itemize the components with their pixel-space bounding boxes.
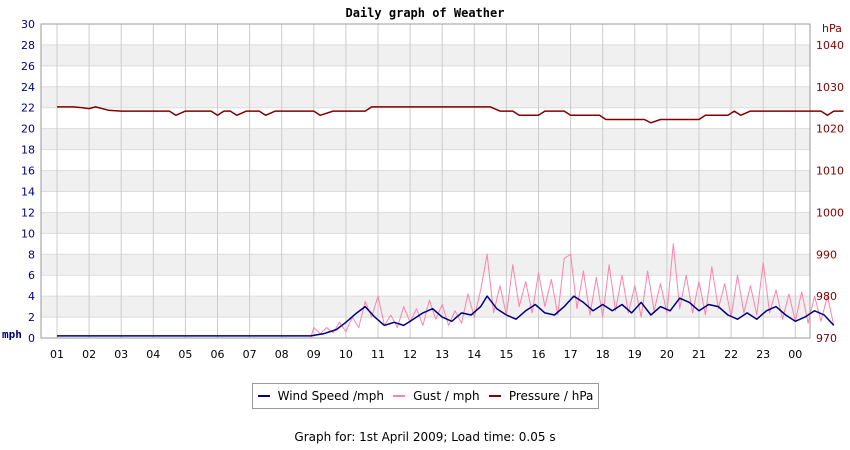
x-tick-label: 03 — [114, 348, 128, 361]
grid-band — [41, 296, 810, 318]
x-tick-label: 11 — [371, 348, 385, 361]
right-tick-label: 1040 — [816, 39, 844, 52]
grid-band — [41, 212, 810, 234]
x-tick-label: 22 — [724, 348, 738, 361]
x-tick-label: 13 — [435, 348, 449, 361]
x-tick-label: 17 — [564, 348, 578, 361]
left-tick-label: 10 — [21, 227, 35, 240]
plot-frame — [40, 23, 811, 339]
x-tick-label: 09 — [307, 348, 321, 361]
right-tick-label: 1000 — [816, 206, 844, 219]
x-tick-label: 04 — [146, 348, 160, 361]
left-axis-label: mph — [2, 328, 22, 341]
graph-footer: Graph for: 1st April 2009; Load time: 0.… — [294, 430, 556, 444]
x-tick-label: 00 — [788, 348, 802, 361]
x-tick-label: 18 — [596, 348, 610, 361]
right-axis-ticks: 970 980 990 1000 1010 1020 1030 1040 — [816, 39, 844, 345]
x-tick-label: 12 — [403, 348, 417, 361]
legend-swatch-pressure — [488, 395, 501, 397]
grid-band — [41, 128, 810, 150]
plot-series — [57, 106, 844, 339]
left-tick-label: 24 — [21, 81, 35, 94]
legend-swatch-gust — [393, 395, 406, 397]
left-tick-label: 2 — [28, 311, 35, 324]
x-axis-ticks: 01 02 03 04 05 06 07 08 09 10 11 12 13 14 15 16 17 18 19 20… — [50, 348, 802, 361]
left-tick-label: 26 — [21, 60, 35, 73]
legend-item-gust: Gust / mph — [393, 389, 480, 403]
x-tick-label: 21 — [692, 348, 706, 361]
legend-label-gust: Gust / mph — [413, 389, 480, 403]
left-tick-label: 8 — [28, 248, 35, 261]
grid-band — [41, 86, 810, 108]
grid-band — [41, 170, 810, 192]
left-tick-label: 14 — [21, 185, 35, 198]
pressure-line — [57, 106, 844, 124]
right-axis-label: hPa — [822, 22, 842, 35]
legend-label-wind: Wind Speed /mph — [277, 389, 384, 403]
x-tick-label: 06 — [211, 348, 225, 361]
plot-bands — [41, 44, 810, 318]
grid-band — [41, 44, 810, 66]
chart-legend: Wind Speed /mph Gust / mph Pressure / hP… — [252, 383, 599, 409]
legend-label-pressure: Pressure / hPa — [508, 389, 594, 403]
wind-speed-line — [57, 295, 835, 337]
left-tick-label: 30 — [21, 18, 35, 31]
x-tick-label: 19 — [628, 348, 642, 361]
x-tick-label: 08 — [275, 348, 289, 361]
x-tick-label: 07 — [243, 348, 257, 361]
right-tick-label: 1030 — [816, 81, 844, 94]
x-tick-label: 01 — [50, 348, 64, 361]
left-tick-label: 22 — [21, 102, 35, 115]
legend-swatch-wind — [257, 395, 270, 397]
x-tick-label: 23 — [756, 348, 770, 361]
left-tick-label: 4 — [28, 290, 35, 303]
legend-item-wind: Wind Speed /mph — [257, 389, 384, 403]
legend-item-pressure: Pressure / hPa — [488, 389, 594, 403]
left-tick-label: 0 — [28, 332, 35, 345]
x-tick-label: 14 — [467, 348, 481, 361]
chart-title: Daily graph of Weather — [346, 6, 505, 20]
x-tick-label: 16 — [532, 348, 546, 361]
left-tick-label: 16 — [21, 165, 35, 178]
x-tick-label: 20 — [660, 348, 674, 361]
left-tick-label: 6 — [28, 269, 35, 282]
right-tick-label: 980 — [816, 290, 837, 303]
x-tick-label: 15 — [499, 348, 513, 361]
x-tick-label: 10 — [339, 348, 353, 361]
grid-band — [41, 254, 810, 276]
right-tick-label: 1010 — [816, 165, 844, 178]
left-tick-label: 12 — [21, 206, 35, 219]
right-tick-label: 970 — [816, 332, 837, 345]
x-tick-label: 05 — [178, 348, 192, 361]
right-tick-label: 1020 — [816, 123, 844, 136]
x-tick-label: 02 — [82, 348, 96, 361]
right-tick-label: 990 — [816, 248, 837, 261]
left-tick-label: 18 — [21, 144, 35, 157]
left-tick-label: 28 — [21, 39, 35, 52]
left-tick-label: 20 — [21, 123, 35, 136]
